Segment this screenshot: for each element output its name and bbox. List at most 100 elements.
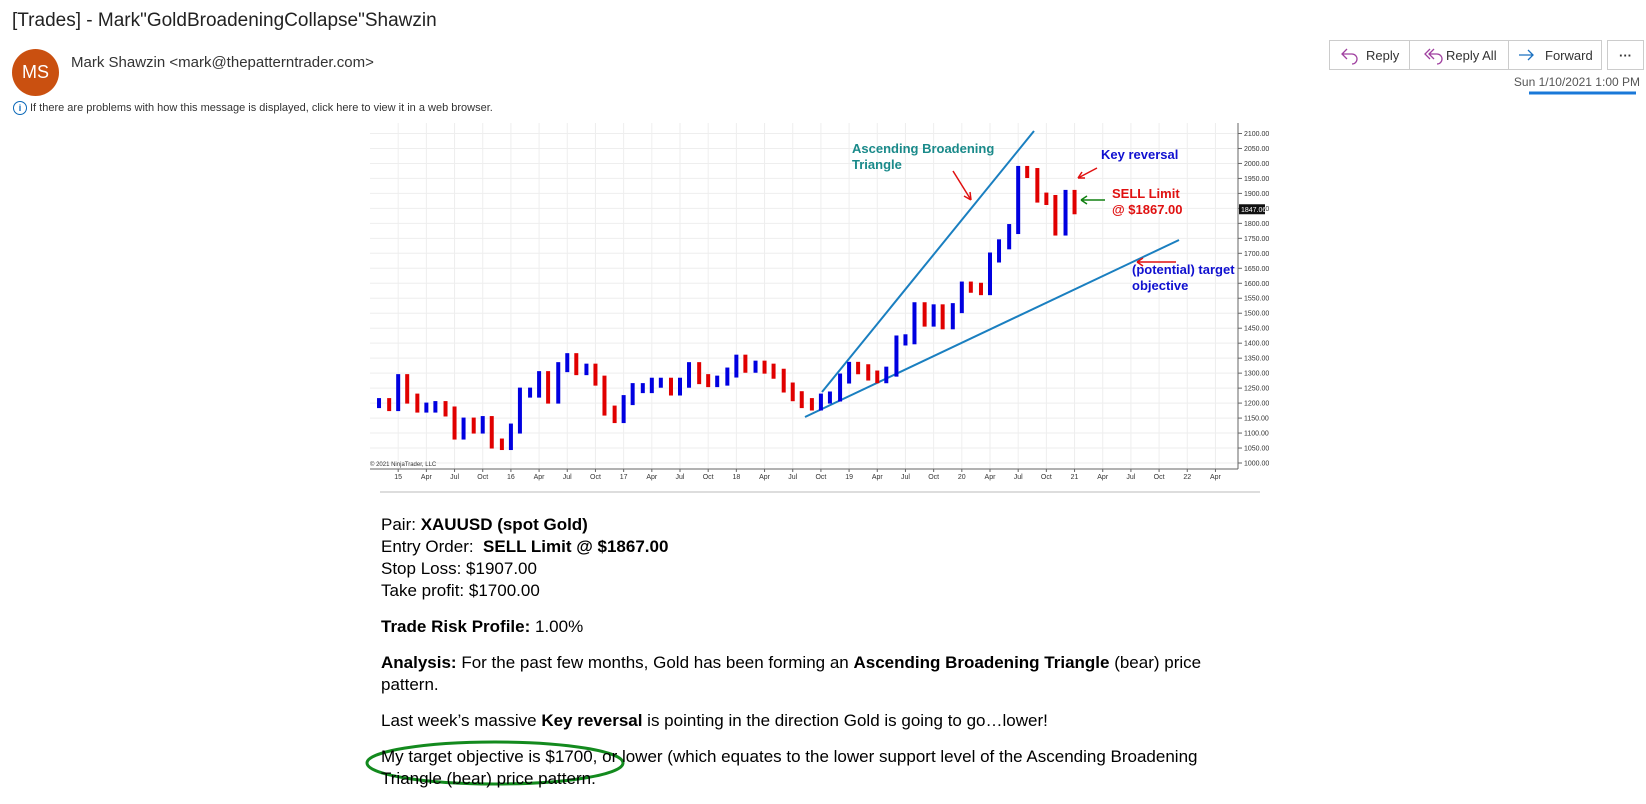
x-tick-label: Oct [1041,474,1052,481]
price-bar [894,335,899,377]
x-tick-label: Apr [534,474,546,481]
price-bar [697,362,702,385]
y-tick-label: 1450.00 [1244,326,1269,333]
arrow [1136,257,1176,267]
text-run: Take profit: $1700.00 [381,581,540,600]
x-tick-label: Apr [872,474,884,481]
price-bar [377,398,382,409]
price-bar [790,382,795,402]
price-bar [546,371,551,404]
price-bar [988,252,992,296]
x-tick-label: Apr [1210,474,1222,481]
x-tick-label: Oct [815,474,826,481]
x-tick-label: Jul [450,474,459,481]
price-bar [630,383,635,406]
text-run: SELL Limit @ $1867.00 [483,537,669,556]
x-tick-label: Apr [1097,474,1109,481]
paragraph: Trade Risk Profile: 1.00% [381,616,1261,638]
y-tick-label: 1400.00 [1244,341,1269,348]
x-tick-label: Apr [759,474,771,481]
price-bar [517,387,522,434]
y-tick-label: 1650.00 [1244,266,1269,273]
x-tick-label: 15 [394,474,402,481]
price-bar [424,402,429,413]
price-bar [1053,194,1058,236]
price-bar [405,374,410,404]
price-bar [734,354,739,378]
price-bar [1007,224,1012,250]
y-tick-label: 1100.00 [1244,431,1269,438]
text-run: My target objective is $1700, or lower (… [381,747,1202,788]
price-bar [753,360,758,373]
price-bar [452,406,457,440]
price-bar [1035,168,1040,203]
price-bar [827,391,832,404]
text-run: XAUUSD (spot Gold) [420,515,588,534]
text-run: Entry Order: [381,537,484,556]
annotation: objective [1132,278,1188,293]
text-run: Analysis: [381,653,457,672]
x-tick-label: Jul [788,474,797,481]
x-tick-label: 16 [507,474,515,481]
price-bar [678,377,682,396]
y-tick-label: 1150.00 [1244,416,1269,423]
text-run: Ascending Broadening Triangle [853,653,1110,672]
price-bar [781,368,786,393]
arrow [1080,195,1105,205]
price-bar [602,375,607,416]
price-bar [1044,192,1049,205]
text-run: Trade Risk Profile: [381,617,531,636]
price-bar [725,367,730,386]
price-bar [687,362,692,388]
line: Trade Risk Profile: 1.00% [381,616,1261,638]
text-run: Pair: [381,515,421,534]
paragraph: Analysis: For the past few months, Gold … [381,652,1261,696]
price-bar [997,239,1002,263]
price-bar [489,416,494,449]
date: Sun 1/10/2021 1:00 PM [1513,75,1640,89]
text-run: is pointing in the direction Gold is goi… [642,711,1048,730]
price-bar [415,393,420,413]
price-bar [809,398,814,411]
arrow [1077,167,1098,179]
price-bar [856,361,861,375]
price-bar [838,373,843,402]
price-bar [1072,189,1077,215]
price-bar [912,302,917,345]
y-tick-label: 1300.00 [1244,371,1269,378]
line: Take profit: $1700.00 [381,580,1261,602]
y-tick-label: 1500.00 [1244,311,1269,318]
more-button[interactable]: ··· [1607,40,1644,70]
y-tick-label: 1600.00 [1244,281,1269,288]
price-bar [715,375,720,388]
x-tick-label: Jul [1126,474,1135,481]
annotation: Key reversal [1101,147,1178,162]
price-bar [959,281,964,314]
annotation: SELL Limit [1112,186,1180,201]
price-bar [593,363,598,386]
info-link[interactable]: If there are problems with how this mess… [30,102,493,114]
paragraph: My target objective is $1700, or lower (… [381,746,1261,790]
x-tick-label: Jul [563,474,572,481]
price-bar [668,377,673,396]
price-bar [658,377,663,388]
x-tick-label: Oct [590,474,601,481]
subject: [Trades] - Mark"GoldBroadeningCollapse"S… [12,10,437,31]
arrow [952,170,972,201]
y-tick-label: 2050.00 [1244,146,1269,153]
y-tick-label: 2100.00 [1244,131,1269,138]
price-bar [1025,165,1030,179]
text-run: (bear) price pattern. [381,653,1206,694]
price-bar [461,417,466,440]
paragraph: Last week’s massive Key reversal is poin… [381,710,1261,732]
x-tick-label: 17 [620,474,628,481]
price-bar [433,401,438,413]
line: Stop Loss: $1907.00 [381,558,1261,580]
x-tick-label: Jul [676,474,685,481]
price-bar [978,282,983,296]
x-tick-label: Oct [928,474,939,481]
x-tick-label: Jul [901,474,910,481]
price-bar [884,366,889,384]
y-tick-label: 2000.00 [1244,161,1269,168]
